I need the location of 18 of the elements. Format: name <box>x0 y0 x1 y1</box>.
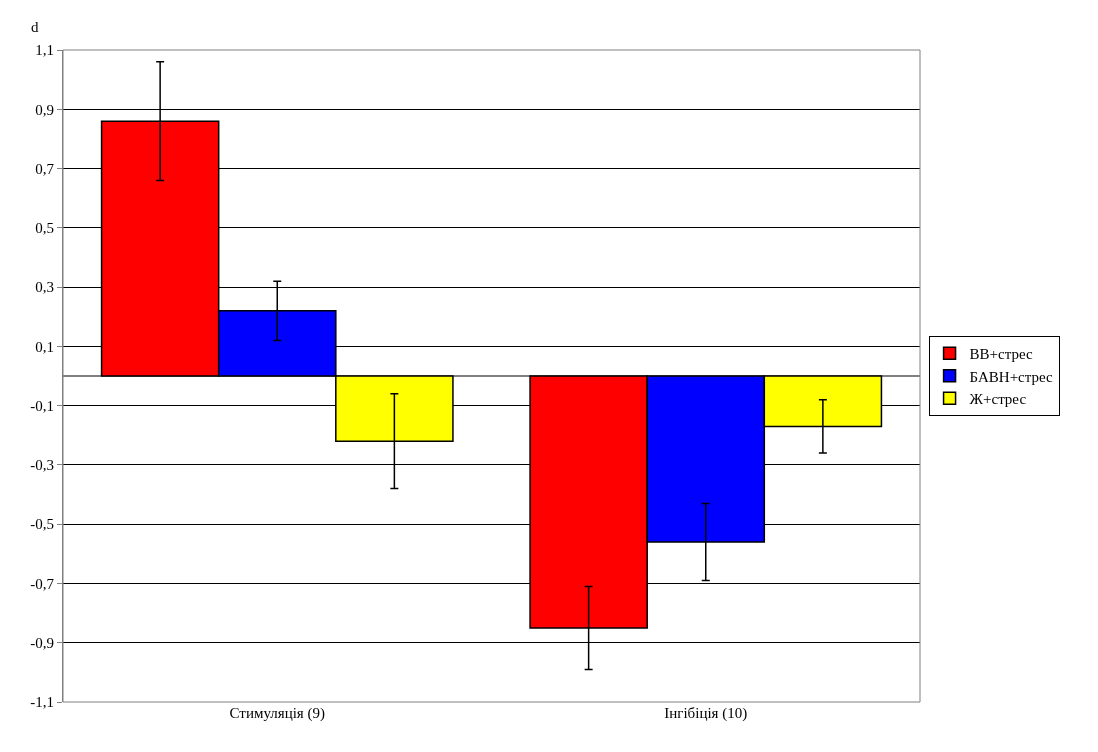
legend-label: ВВ+стрес <box>969 346 1033 363</box>
y-axis-title: d <box>31 19 39 35</box>
y-tick-label: -1,1 <box>30 694 54 711</box>
y-tick-label: 1,1 <box>35 42 54 59</box>
y-tick-label: 0,5 <box>35 220 54 237</box>
legend-label: БАВН+стрес <box>969 368 1054 385</box>
y-tick-label: 0,3 <box>35 279 54 296</box>
x-tick-label: Інгібіція (10) <box>664 705 748 722</box>
y-tick-label: -0,1 <box>30 397 54 414</box>
y-tick-label: -0,3 <box>30 457 54 474</box>
legend-label: Ж+стрес <box>969 391 1027 408</box>
y-tick-label: -0,5 <box>30 516 54 533</box>
y-tick-label: 0,7 <box>35 160 55 177</box>
x-tick-label: Стимуляція (9) <box>229 705 325 722</box>
y-tick-label: -0,9 <box>30 634 54 651</box>
y-tick-label: 0,1 <box>35 338 54 355</box>
y-tick-label: -0,7 <box>30 575 55 592</box>
y-tick-label: 0,9 <box>35 101 54 118</box>
